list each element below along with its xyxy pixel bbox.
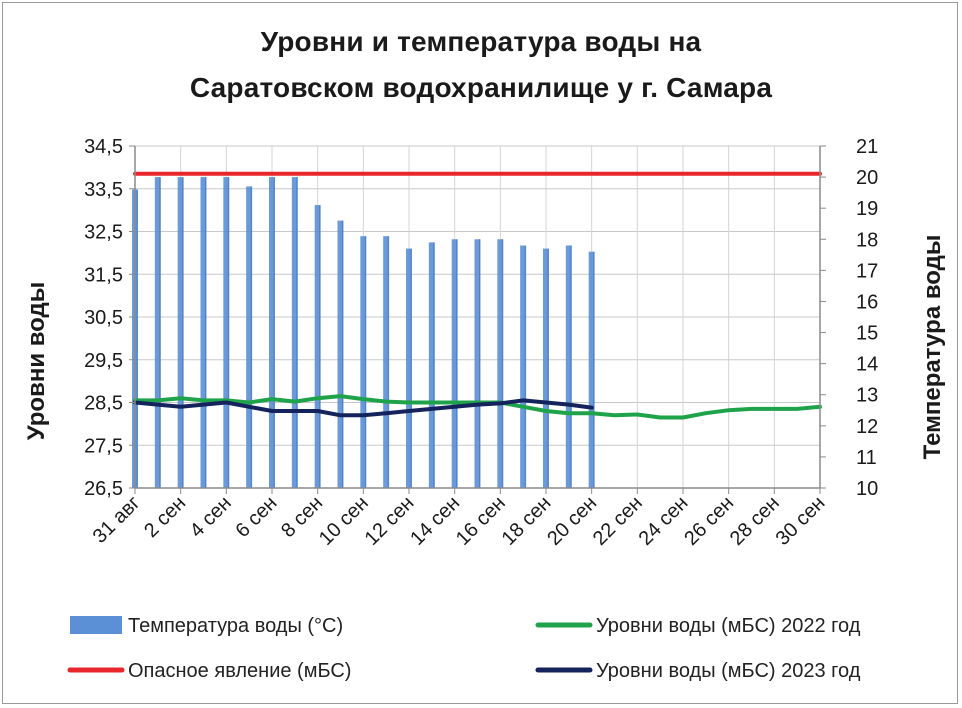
y-left-tick-label: 31,5 bbox=[84, 264, 123, 286]
temperature-bar bbox=[565, 245, 572, 488]
legend-temperature-swatch bbox=[70, 616, 122, 634]
y-right-tick-label: 10 bbox=[856, 478, 878, 500]
temperature-bar bbox=[520, 245, 527, 488]
y-left-tick-label: 30,5 bbox=[84, 307, 123, 329]
x-tick-label: 16 сен bbox=[452, 492, 510, 550]
x-tick-label: 6 сен bbox=[231, 492, 281, 542]
level-2022-line bbox=[133, 394, 822, 420]
y-right-tick-label: 18 bbox=[856, 229, 878, 251]
x-tick-label: 18 сен bbox=[498, 492, 556, 550]
y-right-tick-label: 16 bbox=[856, 291, 878, 313]
chart-title-line2: Саратовском водохранилище у г. Самара bbox=[189, 72, 773, 103]
y-right-tick-label: 17 bbox=[856, 260, 878, 282]
x-tick-label: 31 авг bbox=[89, 492, 145, 548]
temperature-bar bbox=[291, 177, 298, 488]
level-2023-line bbox=[133, 398, 594, 418]
temperature-bar bbox=[337, 220, 344, 489]
temperature-bar bbox=[588, 251, 595, 488]
y-right-tick-label: 11 bbox=[856, 447, 877, 469]
temperature-bar bbox=[246, 186, 253, 488]
y-right-tick-label: 19 bbox=[856, 198, 878, 220]
temperature-bar bbox=[543, 248, 549, 488]
temperature-bar bbox=[269, 177, 275, 488]
temperature-bar bbox=[497, 239, 504, 488]
x-tick-label: 4 сен bbox=[186, 492, 236, 542]
y-left-tick-label: 28,5 bbox=[84, 393, 123, 415]
legend: Температура воды (°С) Уровни воды (мБС) 2… bbox=[67, 615, 861, 682]
y-right-tick-label: 13 bbox=[856, 385, 878, 407]
legend-level-2023-label: Уровни воды (мБС) 2023 год bbox=[596, 660, 861, 682]
x-tick-label: 14 сен bbox=[406, 492, 464, 550]
temperature-bar bbox=[200, 177, 207, 488]
temperature-bar bbox=[474, 239, 481, 488]
temperature-bars bbox=[132, 177, 595, 489]
axes bbox=[129, 145, 826, 494]
y-right-tick-label: 15 bbox=[856, 323, 878, 345]
legend-temperature-label: Температура воды (°С) bbox=[128, 615, 343, 637]
y-left-tick-label: 27,5 bbox=[84, 435, 123, 457]
y-left-tick-label: 34,5 bbox=[84, 136, 123, 158]
y-left-tick-label: 26,5 bbox=[84, 478, 123, 500]
y-right-tick-label: 14 bbox=[856, 354, 878, 376]
y-right-tick-label: 12 bbox=[856, 416, 878, 438]
y-left-axis-label: Уровни воды bbox=[23, 282, 50, 441]
temperature-bar bbox=[383, 236, 390, 488]
x-tick-label: 2 сен bbox=[140, 492, 190, 542]
temperature-bar bbox=[451, 239, 458, 488]
x-tick-label: 26 сен bbox=[680, 492, 738, 550]
x-tick-label: 20 сен bbox=[543, 492, 601, 550]
temperature-bar bbox=[314, 205, 321, 488]
y-left-tick-label: 33,5 bbox=[84, 179, 123, 201]
temperature-bar bbox=[154, 177, 161, 488]
y-right-axis-label: Температура воды bbox=[919, 235, 946, 460]
x-tick-label: 28 сен bbox=[726, 492, 784, 550]
legend-level-2022-label: Уровни воды (мБС) 2022 год bbox=[596, 615, 861, 637]
temperature-bar bbox=[360, 236, 367, 488]
chart-title-line1: Уровни и температура воды на bbox=[260, 26, 702, 57]
legend-danger-level-label: Опасное явление (мБС) bbox=[128, 660, 351, 682]
level-lines bbox=[133, 171, 822, 420]
x-tick-label: 30 сен bbox=[772, 492, 830, 550]
y-right-tick-label: 20 bbox=[856, 167, 878, 189]
temperature-bar bbox=[223, 177, 230, 488]
temperature-bar bbox=[428, 242, 435, 488]
temperature-bar bbox=[177, 177, 184, 488]
x-tick-label: 10 сен bbox=[315, 492, 373, 550]
y-left-tick-label: 32,5 bbox=[84, 222, 123, 244]
x-tick-label: 24 сен bbox=[635, 492, 693, 550]
y-right-tick-label: 21 bbox=[856, 136, 878, 158]
y-left-tick-label: 29,5 bbox=[84, 350, 123, 372]
x-tick-label: 22 сен bbox=[589, 492, 647, 550]
x-tick-label: 12 сен bbox=[361, 492, 419, 550]
temperature-bar bbox=[406, 248, 412, 488]
